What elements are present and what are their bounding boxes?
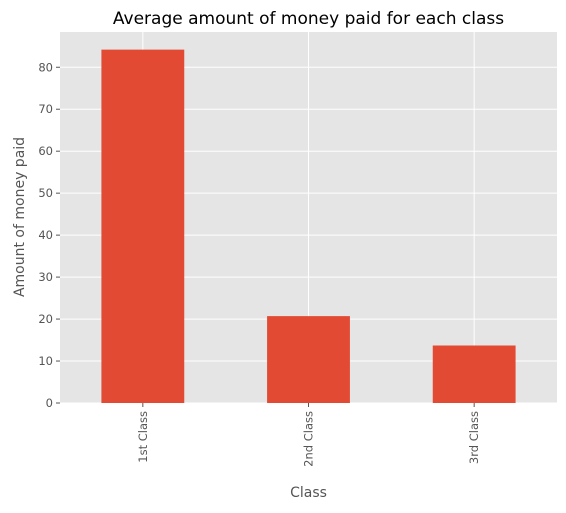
- bar: [101, 49, 185, 403]
- x-axis-label: Class: [290, 485, 327, 501]
- bar: [267, 316, 350, 403]
- y-axis-label: Amount of money paid: [12, 137, 28, 297]
- x-tick-label: 2nd Class: [302, 411, 316, 467]
- y-tick-label: 20: [38, 312, 53, 326]
- y-tick-label: 70: [38, 102, 53, 116]
- chart-title: Average amount of money paid for each cl…: [113, 9, 504, 29]
- y-tick-label: 10: [38, 354, 53, 368]
- x-tick-label: 3rd Class: [467, 411, 481, 464]
- y-tick-label: 30: [38, 270, 53, 284]
- y-tick-label: 50: [38, 186, 53, 200]
- bar: [432, 345, 516, 403]
- x-axis-ticks: 1st Class 2nd Class 3rd Class: [136, 403, 481, 467]
- y-tick-label: 40: [38, 228, 53, 242]
- bars: [101, 49, 516, 403]
- y-tick-label: 60: [38, 144, 53, 158]
- y-tick-label: 0: [46, 396, 53, 410]
- y-tick-label: 80: [38, 60, 53, 74]
- y-axis-ticks: 0 10 20 30 40 50 60 70 80: [38, 60, 60, 410]
- x-tick-label: 1st Class: [136, 411, 150, 463]
